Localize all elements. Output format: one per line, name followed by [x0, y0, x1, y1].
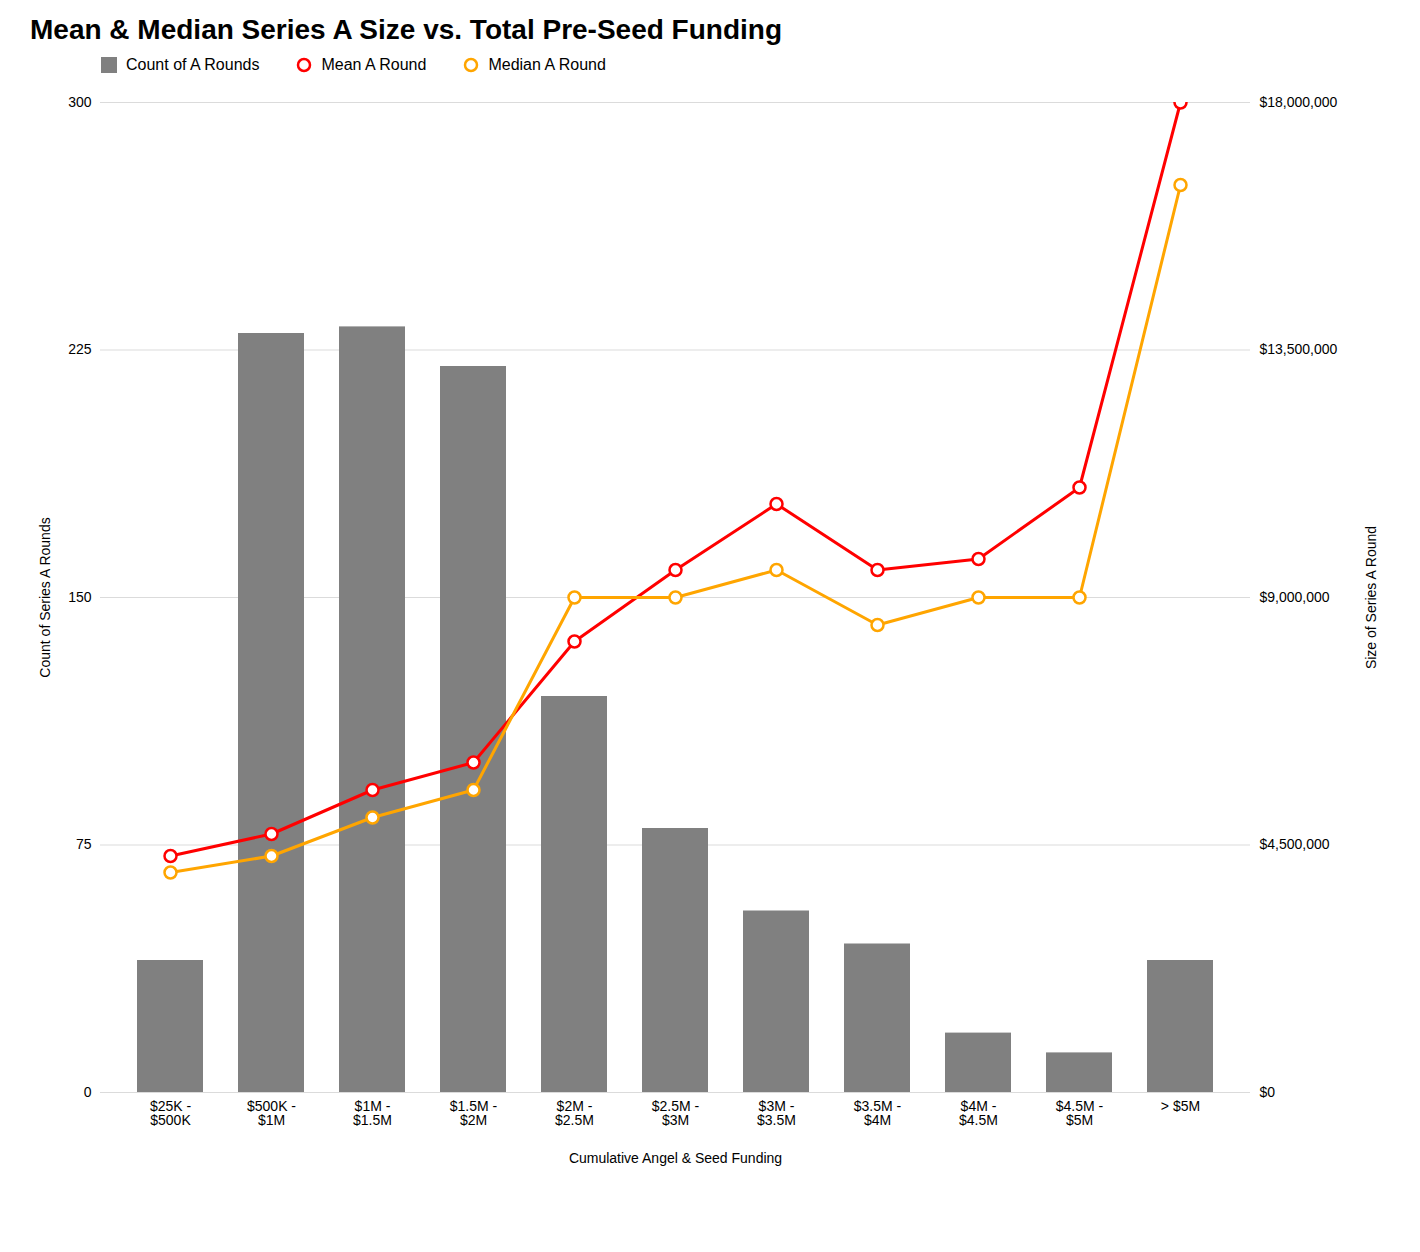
svg-text:$0: $0: [1260, 1084, 1276, 1100]
svg-text:300: 300: [68, 94, 92, 110]
svg-text:$1M -$1.5M: $1M -$1.5M: [353, 1098, 392, 1128]
svg-text:$2M -$2.5M: $2M -$2.5M: [555, 1098, 594, 1128]
svg-text:$500K -$1M: $500K -$1M: [247, 1098, 296, 1128]
html-text:Median A Round: Median A Round: [488, 56, 606, 73]
svg-text:Count of Series A Rounds: Count of Series A Rounds: [37, 517, 53, 677]
svg-text:0: 0: [84, 1084, 92, 1100]
svg-text:$3.5M -$4M: $3.5M -$4M: [854, 1098, 902, 1128]
svg-text:150: 150: [68, 589, 92, 605]
svg-text:$4,500,000: $4,500,000: [1260, 836, 1330, 852]
html-text:Mean & Median Series A Size vs: Mean & Median Series A Size vs. Total Pr…: [30, 14, 782, 45]
svg-text:$4M -$4.5M: $4M -$4.5M: [959, 1098, 998, 1128]
svg-text:$13,500,000: $13,500,000: [1260, 341, 1338, 357]
svg-text:$1.5M -$2M: $1.5M -$2M: [450, 1098, 498, 1128]
html-text:Count of A Rounds: Count of A Rounds: [126, 56, 260, 73]
svg-text:Size of Series A Round: Size of Series A Round: [1363, 526, 1379, 669]
svg-text:$4.5M -$5M: $4.5M -$5M: [1056, 1098, 1104, 1128]
svg-text:$3M -$3.5M: $3M -$3.5M: [757, 1098, 796, 1128]
svg-text:$25K -$500K: $25K -$500K: [150, 1098, 192, 1128]
svg-text:75: 75: [76, 836, 92, 852]
svg-text:$2.5M -$3M: $2.5M -$3M: [652, 1098, 700, 1128]
svg-text:Cumulative Angel & Seed Fundin: Cumulative Angel & Seed Funding: [569, 1150, 782, 1166]
html-text:Mean A Round: Mean A Round: [321, 56, 427, 73]
svg-text:$18,000,000: $18,000,000: [1260, 94, 1338, 110]
svg-text:> $5M: > $5M: [1161, 1098, 1200, 1114]
svg-text:$9,000,000: $9,000,000: [1260, 589, 1330, 605]
svg-text:225: 225: [68, 341, 92, 357]
